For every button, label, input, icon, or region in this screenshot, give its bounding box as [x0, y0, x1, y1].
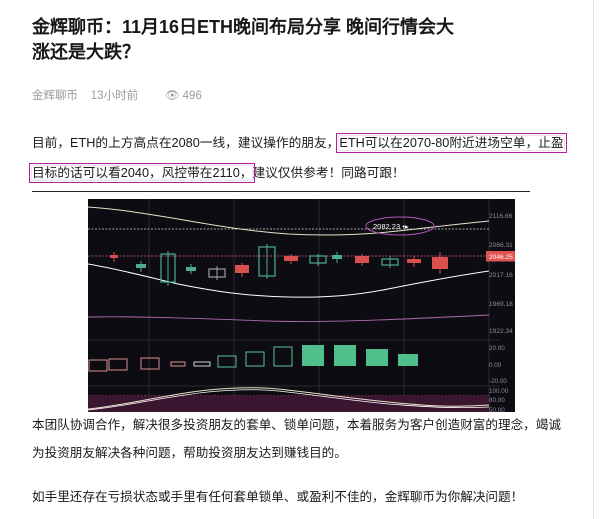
svg-text:2017.16: 2017.16 [489, 272, 513, 279]
svg-text:100.00: 100.00 [489, 388, 509, 395]
svg-text:1969.18: 1969.18 [489, 301, 513, 308]
svg-text:-20.00: -20.00 [489, 378, 507, 385]
svg-text:0.00: 0.00 [489, 362, 502, 369]
svg-text:80.00: 80.00 [489, 397, 505, 404]
svg-text:2082.23 •▸: 2082.23 •▸ [373, 222, 409, 231]
svg-text:20.00: 20.00 [489, 345, 505, 352]
svg-text:2066.31: 2066.31 [489, 242, 513, 249]
svg-text:2116.66: 2116.66 [489, 213, 513, 220]
svg-text:1922.34: 1922.34 [489, 328, 513, 335]
svg-text:2046.25: 2046.25 [489, 254, 513, 261]
